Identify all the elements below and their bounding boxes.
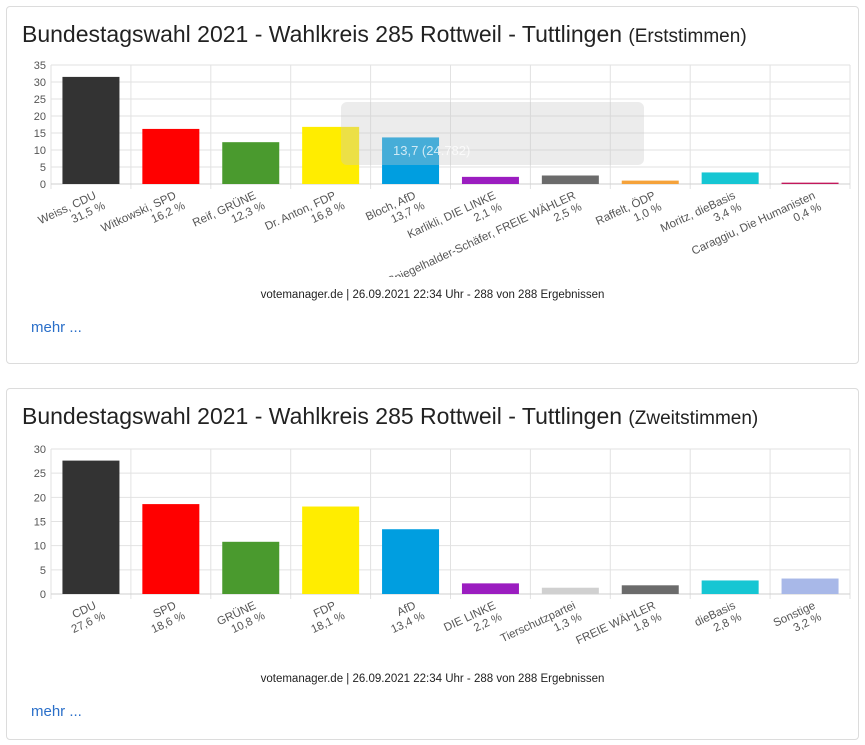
bar bbox=[222, 541, 280, 594]
bar bbox=[382, 529, 440, 594]
panel-title: Bundestagswahl 2021 - Wahlkreis 285 Rott… bbox=[22, 403, 758, 430]
bar bbox=[222, 142, 280, 184]
y-tick-label: 5 bbox=[40, 565, 46, 577]
y-tick-label: 20 bbox=[34, 111, 46, 123]
chart-panel-zweitstimmen: Bundestagswahl 2021 - Wahlkreis 285 Rott… bbox=[6, 388, 859, 740]
y-tick-label: 30 bbox=[34, 444, 46, 456]
bar bbox=[62, 76, 120, 184]
title-sub: (Erststimmen) bbox=[628, 26, 747, 47]
y-tick-label: 25 bbox=[34, 468, 46, 480]
more-link[interactable]: mehr ... bbox=[31, 319, 82, 336]
bar bbox=[302, 126, 360, 184]
y-tick-label: 25 bbox=[34, 94, 46, 106]
bar bbox=[621, 585, 679, 594]
y-tick-label: 15 bbox=[34, 517, 46, 529]
y-tick-label: 10 bbox=[34, 541, 46, 553]
tooltip-text: 13,7 (24.782) bbox=[393, 143, 471, 158]
title-main: Bundestagswahl 2021 - Wahlkreis 285 Rott… bbox=[22, 21, 623, 47]
y-tick-label: 20 bbox=[34, 492, 46, 504]
bar bbox=[781, 578, 839, 594]
y-tick-label: 5 bbox=[40, 162, 46, 174]
bar bbox=[541, 175, 599, 184]
bar bbox=[701, 580, 759, 594]
title-main: Bundestagswahl 2021 - Wahlkreis 285 Rott… bbox=[22, 403, 623, 429]
panel-title: Bundestagswahl 2021 - Wahlkreis 285 Rott… bbox=[22, 21, 747, 48]
y-tick-label: 10 bbox=[34, 145, 46, 157]
bar bbox=[781, 182, 839, 184]
bar bbox=[541, 587, 599, 594]
bar bbox=[142, 128, 200, 184]
y-tick-label: 15 bbox=[34, 128, 46, 140]
chart-tooltip: 13,7 (24.782) bbox=[341, 102, 644, 165]
source-line: votemanager.de | 26.09.2021 22:34 Uhr - … bbox=[260, 673, 605, 685]
y-tick-label: 0 bbox=[40, 589, 46, 601]
y-tick-label: 35 bbox=[34, 60, 46, 72]
bar bbox=[302, 506, 360, 594]
more-link[interactable]: mehr ... bbox=[31, 703, 82, 720]
bar bbox=[461, 583, 519, 594]
bar bbox=[62, 460, 120, 594]
title-sub: (Zweitstimmen) bbox=[628, 408, 759, 429]
y-tick-label: 0 bbox=[40, 179, 46, 191]
source-line: votemanager.de | 26.09.2021 22:34 Uhr - … bbox=[260, 289, 605, 301]
bar bbox=[382, 137, 440, 184]
y-tick-label: 30 bbox=[34, 77, 46, 89]
bar bbox=[142, 504, 200, 594]
bar bbox=[461, 176, 519, 184]
bar bbox=[701, 172, 759, 184]
bar bbox=[621, 180, 679, 184]
chart-panel-erststimmen: Bundestagswahl 2021 - Wahlkreis 285 Rott… bbox=[6, 6, 859, 364]
